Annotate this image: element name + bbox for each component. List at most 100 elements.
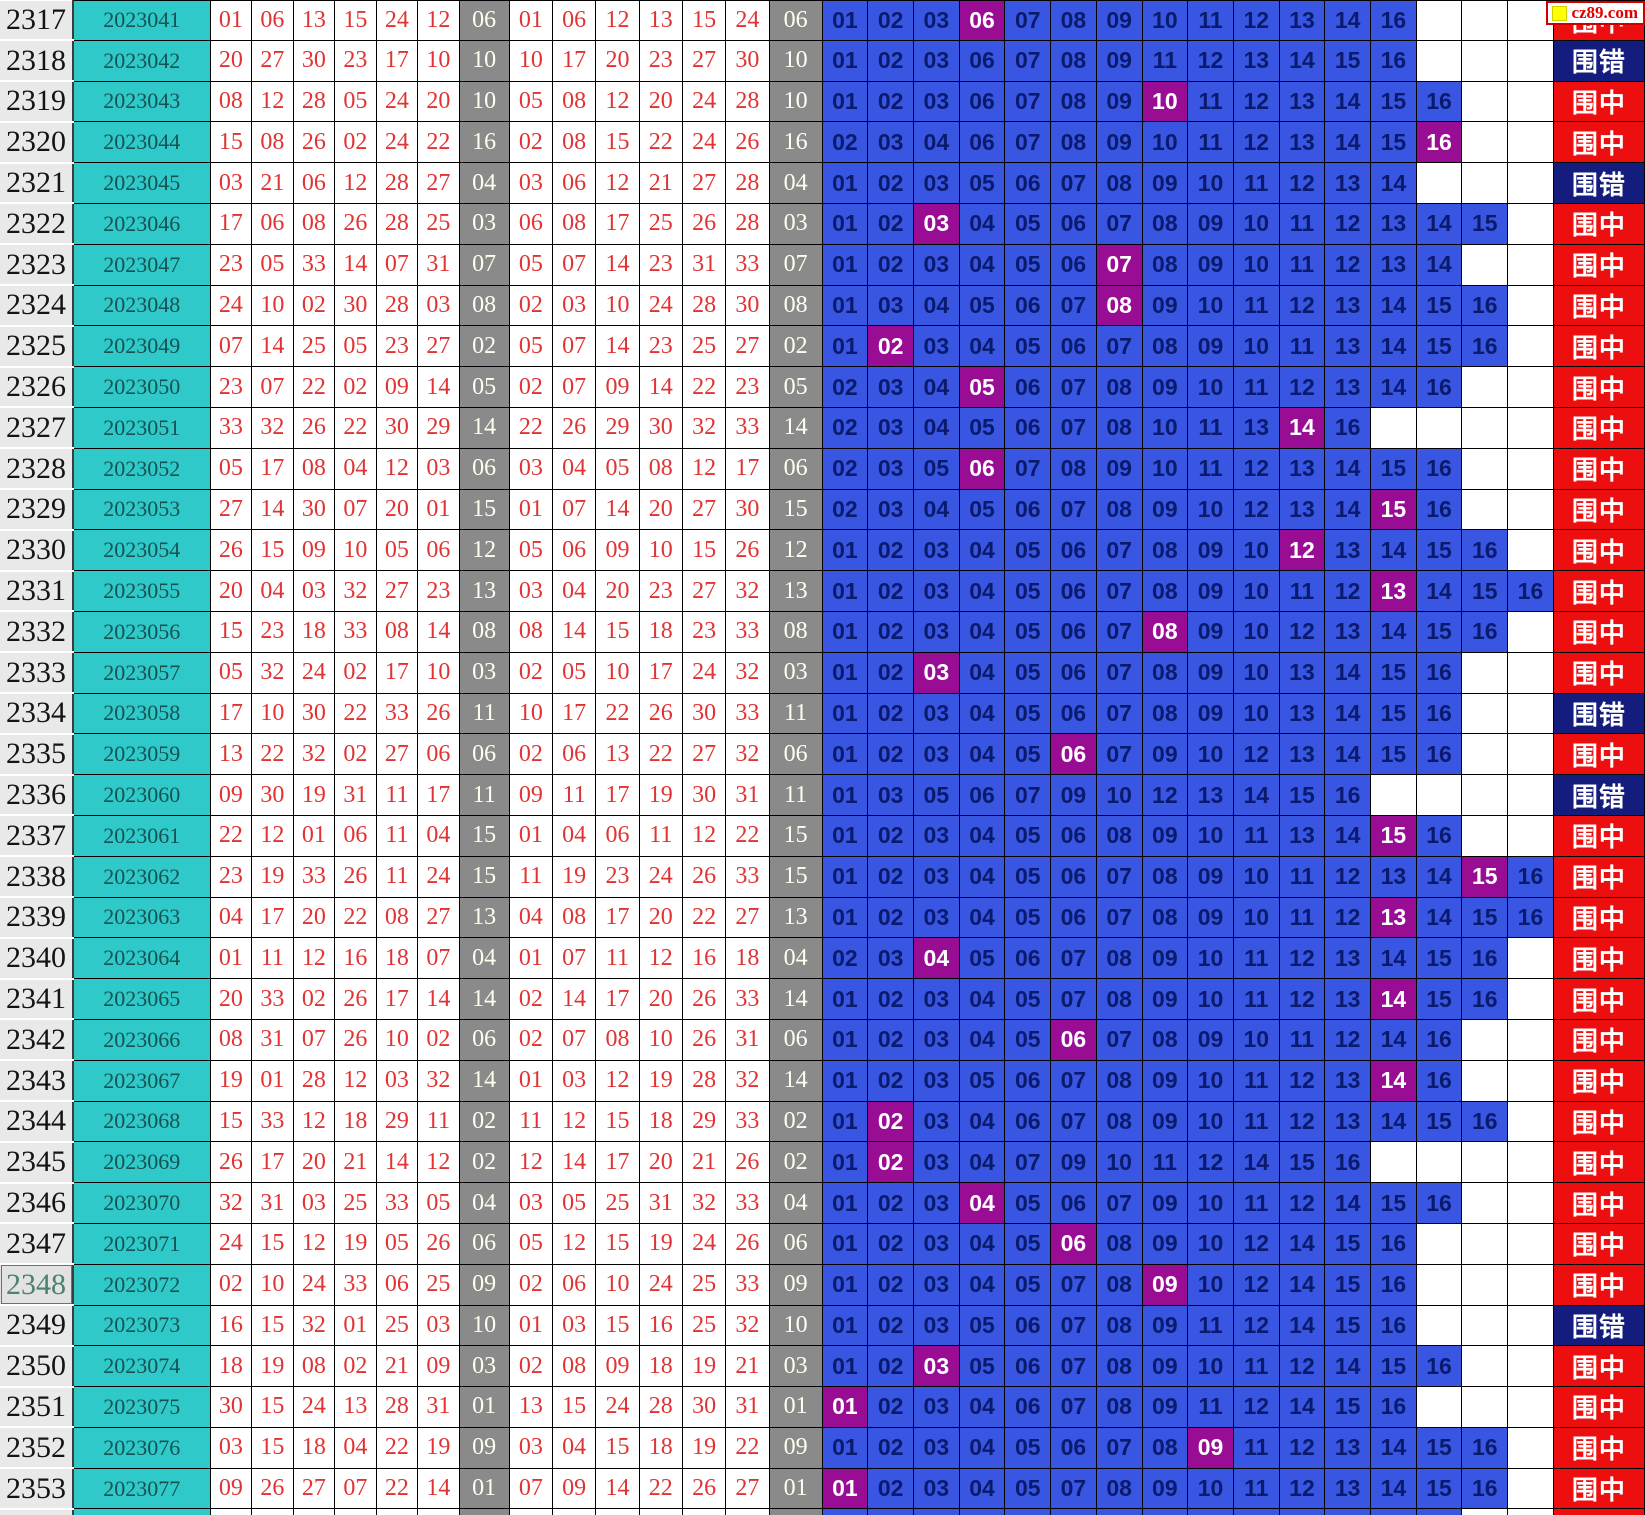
period-cell: 2023056 bbox=[72, 610, 211, 653]
draw-number-cell: 01 bbox=[251, 1059, 294, 1102]
pick-cell: 13 bbox=[1370, 202, 1417, 245]
draw-number-cell: 25 bbox=[334, 1182, 377, 1224]
blue-ball-cell: 15 bbox=[768, 855, 823, 898]
draw-number-cell: 10 bbox=[251, 1263, 294, 1306]
pick-cell: 03 bbox=[912, 733, 960, 776]
pick-cell: 14 bbox=[1324, 1508, 1372, 1515]
table-row: 2342 2023066 08 31 07 26 10 02 06 02 07 08 10 26 31 06 0… bbox=[0, 1018, 1645, 1062]
pick-cell: 10 bbox=[1141, 121, 1189, 164]
empty-cell bbox=[1415, 1304, 1463, 1347]
sorted-number-cell: 19 bbox=[551, 855, 597, 898]
pick-cell: 08 bbox=[1141, 855, 1189, 898]
pick-cell: 15 bbox=[1370, 447, 1417, 490]
pick-cell: 04 bbox=[958, 1141, 1006, 1184]
result-badge: 围中 bbox=[1552, 937, 1645, 980]
sorted-number-cell: 14 bbox=[595, 243, 640, 286]
pick-cell: 12 bbox=[1278, 1345, 1326, 1388]
pick-cell: 09 bbox=[1095, 447, 1143, 490]
table-row: 2321 2023045 03 21 06 12 28 27 04 03 06 12 21 27 28 04 0… bbox=[0, 162, 1645, 205]
pick-cell: 08 bbox=[1141, 570, 1189, 612]
pick-cell: 14 bbox=[1278, 1304, 1326, 1347]
pick-cell: 03 bbox=[912, 978, 960, 1020]
pick-cell: 05 bbox=[1004, 1018, 1052, 1061]
pick-cell: 16 bbox=[1415, 447, 1463, 490]
result-badge: 围错 bbox=[1552, 39, 1645, 82]
sorted-number-cell: 17 bbox=[595, 202, 640, 245]
pick-cell: 16 bbox=[1415, 1018, 1463, 1061]
sorted-number-cell: 09 bbox=[595, 529, 640, 572]
pick-cell: 15 bbox=[1461, 570, 1509, 612]
pick-cell: 03 bbox=[912, 1059, 960, 1102]
draw-number-cell: 02 bbox=[292, 284, 336, 327]
pick-cell: 13 bbox=[1278, 814, 1326, 857]
sorted-number-cell: 20 bbox=[638, 978, 683, 1020]
pick-cell: 02 bbox=[867, 1263, 914, 1306]
blue-ball-cell: 06 bbox=[458, 0, 510, 41]
pick-cell: 09 bbox=[1187, 202, 1234, 245]
pick-cell: 07 bbox=[1095, 202, 1143, 245]
pick-cell: 01 bbox=[821, 284, 869, 327]
empty-cell bbox=[1461, 80, 1509, 123]
pick-cell: 03 bbox=[867, 447, 914, 490]
pick-cell: 16 bbox=[1415, 814, 1463, 857]
sorted-number-cell bbox=[725, 1508, 770, 1515]
sorted-number-cell: 30 bbox=[725, 39, 770, 82]
seq-cell: 2328 bbox=[0, 448, 75, 491]
draw-number-cell: 30 bbox=[292, 488, 336, 531]
pick-cell: 13 bbox=[1324, 366, 1372, 408]
sorted-number-cell: 14 bbox=[551, 978, 597, 1020]
blue-ball-cell: 08 bbox=[458, 610, 510, 653]
pick-cell: 02 bbox=[867, 1467, 914, 1510]
result-badge: 围错 bbox=[1552, 774, 1645, 816]
pick-cell: 10 bbox=[1141, 406, 1189, 449]
sorted-number-cell: 07 bbox=[551, 366, 597, 408]
period-cell: 2023062 bbox=[72, 855, 211, 898]
empty-cell bbox=[1461, 814, 1509, 857]
pick-cell: 16 bbox=[1415, 1508, 1463, 1515]
draw-number-cell: 08 bbox=[292, 447, 336, 490]
pick-hit-cell: 02 bbox=[867, 1100, 914, 1143]
empty-cell bbox=[1461, 1018, 1509, 1061]
table-row: 2326 2023050 23 07 22 02 09 14 05 02 07 09 14 22 23 05 0… bbox=[0, 366, 1645, 409]
pick-cell: 07 bbox=[1050, 488, 1097, 531]
sorted-number-cell: 12 bbox=[551, 1222, 597, 1265]
pick-cell: 04 bbox=[958, 651, 1006, 694]
pick-cell: 01 bbox=[821, 1508, 869, 1515]
sorted-number-cell: 14 bbox=[551, 1141, 597, 1184]
empty-cell bbox=[1461, 1182, 1509, 1224]
pick-cell: 16 bbox=[1415, 692, 1463, 735]
pick-cell: 01 bbox=[821, 529, 869, 572]
sorted-number-cell: 05 bbox=[508, 243, 554, 286]
empty-cell bbox=[1461, 162, 1509, 204]
pick-cell: 07 bbox=[1050, 1508, 1097, 1515]
sorted-number-cell: 23 bbox=[638, 570, 683, 612]
draw-number-cell: 25 bbox=[375, 1304, 419, 1347]
pick-cell: 16 bbox=[1324, 774, 1372, 816]
pick-cell: 14 bbox=[1278, 1263, 1326, 1306]
draw-number-cell: 20 bbox=[209, 39, 253, 82]
empty-cell bbox=[1507, 1426, 1554, 1469]
sorted-number-cell: 26 bbox=[725, 121, 770, 164]
pick-cell: 09 bbox=[1187, 896, 1234, 939]
draw-number-cell bbox=[251, 1508, 294, 1515]
sorted-number-cell: 20 bbox=[638, 896, 683, 939]
sorted-number-cell: 18 bbox=[638, 610, 683, 653]
draw-number-cell: 07 bbox=[334, 1467, 377, 1510]
pick-cell: 01 bbox=[821, 1304, 869, 1347]
pick-hit-cell: 15 bbox=[1461, 855, 1509, 898]
sorted-number-cell: 33 bbox=[725, 692, 770, 735]
pick-cell: 10 bbox=[1187, 162, 1234, 204]
sorted-number-cell: 21 bbox=[681, 1141, 727, 1184]
pick-cell: 13 bbox=[1232, 39, 1280, 82]
sorted-number-cell: 24 bbox=[681, 121, 727, 164]
draw-number-cell: 02 bbox=[292, 978, 336, 1020]
draw-number-cell: 31 bbox=[417, 243, 460, 286]
table-row: 2339 2023063 04 17 20 22 08 27 13 04 08 17 20 22 27 13 0… bbox=[0, 896, 1645, 939]
table-row: 2343 2023067 19 01 28 12 03 32 14 01 03 12 19 28 32 14 0… bbox=[0, 1059, 1645, 1103]
sorted-number-cell: 15 bbox=[595, 1426, 640, 1469]
period-cell: 2023075 bbox=[72, 1386, 211, 1428]
blue-ball-cell: 06 bbox=[458, 1222, 510, 1265]
pick-cell: 04 bbox=[958, 570, 1006, 612]
table-row: 2345 2023069 26 17 20 21 14 12 02 12 14 17 20 21 26 02 0… bbox=[0, 1141, 1645, 1184]
pick-cell: 12 bbox=[1278, 1182, 1326, 1224]
